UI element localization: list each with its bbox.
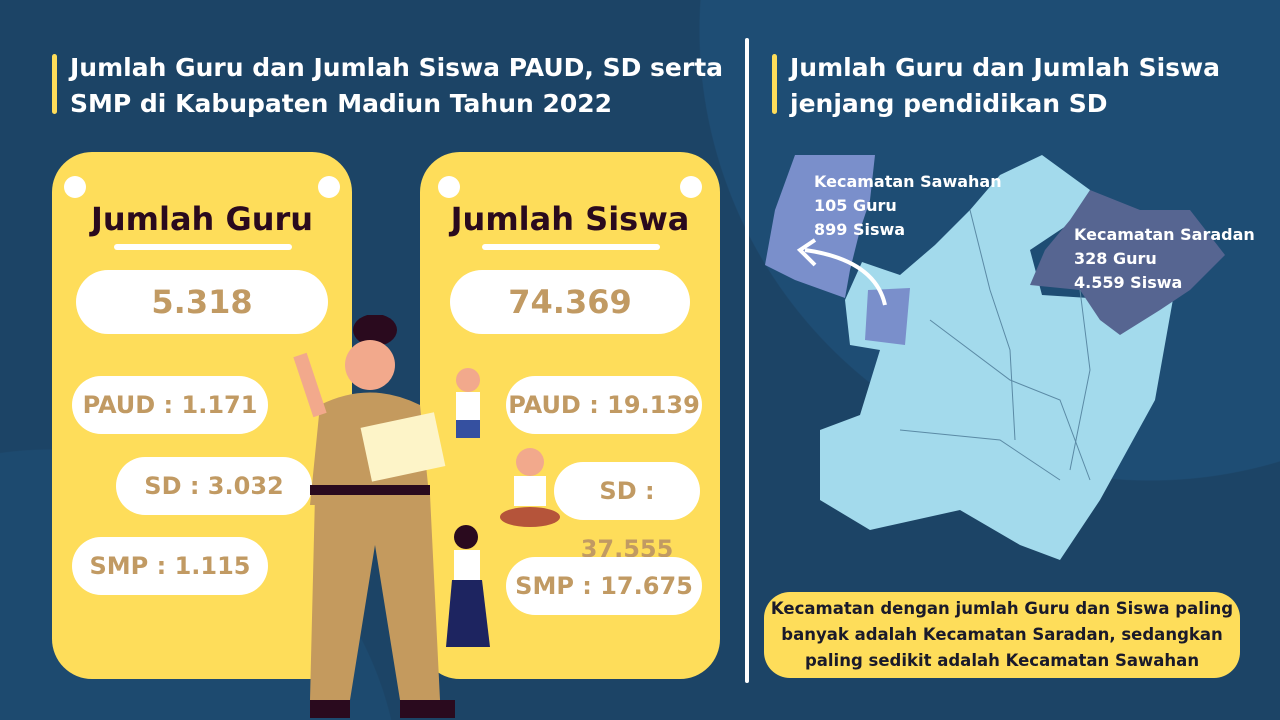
left-title: Jumlah Guru dan Jumlah Siswa PAUD, SD se… bbox=[52, 50, 723, 122]
title-line: Jumlah Guru dan Jumlah Siswa PAUD, SD se… bbox=[70, 53, 724, 82]
note-line: paling sedikit adalah Kecamatan Sawahan bbox=[804, 651, 1200, 670]
summary-note: Kecamatan dengan jumlah Guru dan Siswa p… bbox=[764, 592, 1240, 678]
guru-card: Jumlah Guru 5.318 PAUD : 1.171 SD : 3.03… bbox=[52, 152, 352, 679]
guru-total: 5.318 bbox=[76, 270, 328, 334]
guru-paud: PAUD : 1.171 bbox=[72, 376, 268, 434]
guru-sd: SD : 3.032 bbox=[116, 457, 312, 515]
divider bbox=[745, 38, 749, 683]
students-illustration bbox=[446, 368, 560, 647]
siswa-sd: SD : 37.555 bbox=[554, 462, 700, 563]
teacher-illustration bbox=[293, 315, 455, 718]
sawahan-arrow bbox=[804, 248, 887, 306]
district-guru: 105 Guru bbox=[814, 196, 897, 215]
district-boundaries bbox=[899, 209, 1091, 481]
siswa-smp: SMP : 17.675 bbox=[506, 557, 702, 615]
title-line: SMP di Kabupaten Madiun Tahun 2022 bbox=[70, 89, 613, 118]
title-line: jenjang pendidikan SD bbox=[790, 89, 1108, 118]
note-line: Kecamatan dengan jumlah Guru dan Siswa p… bbox=[770, 599, 1234, 618]
madiun-map bbox=[765, 155, 1225, 560]
map-region-sawahan bbox=[765, 155, 910, 345]
note-line: banyak adalah Kecamatan Saradan, sedangk… bbox=[781, 625, 1223, 644]
guru-smp: SMP : 1.115 bbox=[72, 537, 268, 595]
title-line: Jumlah Guru dan Jumlah Siswa bbox=[790, 53, 1221, 82]
guru-heading: Jumlah Guru bbox=[90, 200, 314, 238]
district-name: Kecamatan Saradan bbox=[1074, 225, 1255, 244]
siswa-paud: PAUD : 19.139 bbox=[506, 376, 702, 434]
map-region-saradan bbox=[1030, 190, 1225, 335]
district-guru: 328 Guru bbox=[1074, 249, 1157, 268]
district-name: Kecamatan Sawahan bbox=[814, 172, 1002, 191]
saradan-label: Kecamatan Saradan 328 Guru 4.559 Siswa bbox=[1074, 223, 1255, 295]
map-region-main bbox=[820, 155, 1180, 560]
district-siswa: 899 Siswa bbox=[814, 220, 906, 239]
arrow-head bbox=[796, 238, 817, 267]
siswa-total: 74.369 bbox=[450, 270, 690, 334]
hole-decoration bbox=[438, 176, 460, 198]
hole-decoration bbox=[318, 176, 340, 198]
hole-decoration bbox=[680, 176, 702, 198]
sawahan-label: Kecamatan Sawahan 105 Guru 899 Siswa bbox=[814, 170, 1002, 242]
right-title: Jumlah Guru dan Jumlah Siswa jenjang pen… bbox=[772, 50, 1220, 122]
heading-underline bbox=[482, 244, 660, 250]
hole-decoration bbox=[64, 176, 86, 198]
district-siswa: 4.559 Siswa bbox=[1074, 273, 1183, 292]
siswa-heading: Jumlah Siswa bbox=[450, 200, 690, 238]
heading-underline bbox=[114, 244, 292, 250]
